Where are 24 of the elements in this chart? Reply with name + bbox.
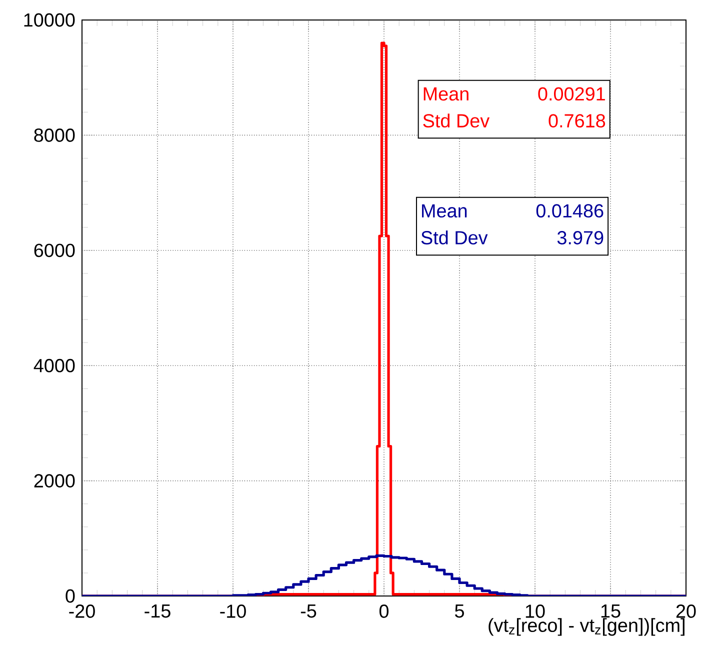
annotation: Std Dev	[421, 230, 488, 244]
y-tick-label: 8000	[34, 128, 75, 142]
annotation: 0.7618	[548, 114, 606, 128]
y-tick-label: 4000	[34, 358, 75, 372]
annotation: 3.979	[557, 231, 604, 244]
x-tick-label: 5	[454, 604, 464, 618]
x-tick-label: 10	[526, 604, 545, 618]
x-tick-label: 15	[601, 604, 620, 618]
y-tick-label: 6000	[34, 244, 75, 258]
x-tick-label: -10	[220, 604, 246, 618]
annotation: 0.00291	[538, 87, 605, 101]
y-tick-label: 2000	[34, 474, 75, 488]
annotation: Mean	[422, 204, 467, 218]
x-tick-label: -15	[144, 604, 170, 618]
annotation: Std Dev	[423, 114, 490, 128]
x-axis-title: (vt$_{z}$[reco] - vt$_{z}$[gen])[cm]	[488, 618, 684, 636]
x-tick-label: -20	[69, 604, 95, 618]
annotation: 0.01486	[536, 204, 604, 218]
annotation: Mean	[424, 87, 468, 101]
x-tick-label: -5	[300, 604, 316, 618]
x-tick-label: 20	[676, 604, 696, 618]
y-tick-label: 10000	[24, 13, 75, 27]
x-tick-label: 0	[379, 604, 389, 618]
y-tick-label: 0	[66, 589, 75, 603]
